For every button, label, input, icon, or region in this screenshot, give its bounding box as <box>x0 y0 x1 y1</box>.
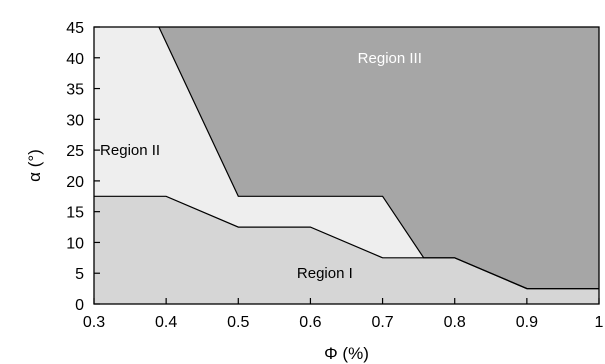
x-tick-label: 0.3 <box>83 314 105 331</box>
x-tick-label: 0.6 <box>299 314 321 331</box>
x-tick-label: 1 <box>595 314 604 331</box>
y-tick-label: 10 <box>66 235 84 252</box>
x-tick-label: 0.9 <box>516 314 538 331</box>
y-tick-label: 0 <box>75 297 84 314</box>
x-tick-label: 0.7 <box>371 314 393 331</box>
plot-frame <box>93 26 600 305</box>
region-label-2: Region II <box>100 142 160 159</box>
y-tick-label: 5 <box>75 266 84 283</box>
y-tick-label: 45 <box>66 20 84 37</box>
region-1-area <box>94 196 599 304</box>
x-tick-label: 0.4 <box>155 314 177 331</box>
x-tick-label: 0.8 <box>444 314 466 331</box>
region-label-3: Region III <box>358 50 422 67</box>
y-tick-label: 25 <box>66 143 84 160</box>
region-labels: Region I Region II Region III <box>100 50 422 282</box>
x-tick-label: 0.5 <box>227 314 249 331</box>
y-tick-label: 20 <box>66 174 84 191</box>
boundary-lines <box>94 26 599 290</box>
y-tick-label: 30 <box>66 112 84 129</box>
y-tick-label: 35 <box>66 82 84 99</box>
y-tick-label: 40 <box>66 51 84 68</box>
x-axis-title: Φ (%) <box>324 344 369 363</box>
y-axis-title: α (°) <box>25 149 44 182</box>
region-3-area <box>158 27 599 289</box>
regions-layer <box>94 27 599 304</box>
y-tick-label: 15 <box>66 205 84 222</box>
boundary-line-region-3 <box>158 26 599 290</box>
region-label-1: Region I <box>297 265 353 282</box>
